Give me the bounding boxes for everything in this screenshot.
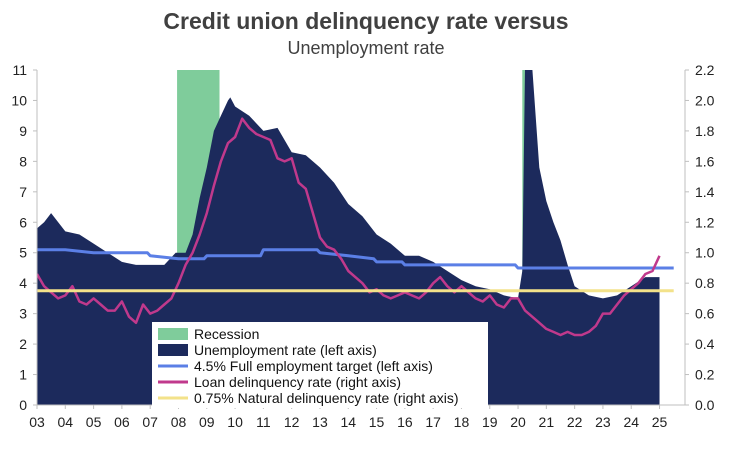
- y-left-tick-label: 11: [12, 62, 27, 78]
- y-right-tick-label: 0.4: [695, 336, 715, 352]
- x-tick-label: 06: [114, 414, 130, 430]
- x-tick-label: 10: [227, 414, 243, 430]
- y-right-tick-label: 1.0: [695, 245, 715, 261]
- series-loan-delinquency-rate-right-axis-line: [37, 117, 661, 337]
- y-left-tick-label: 8: [19, 153, 27, 169]
- x-tick-label: 19: [482, 414, 498, 430]
- y-left-tick-label: 4: [19, 275, 27, 291]
- x-tick-label: 21: [539, 414, 555, 430]
- x-tick-label: 23: [595, 414, 611, 430]
- x-tick-label: 25: [652, 414, 668, 430]
- x-tick-label: 22: [567, 414, 583, 430]
- legend-label-recession: Recession: [194, 326, 259, 342]
- y-left-tick-label: 1: [19, 367, 27, 383]
- y-right-tick-label: 2.2: [695, 62, 715, 78]
- legend-box: [152, 322, 488, 408]
- y-left-tick-label: 0: [19, 397, 27, 413]
- x-tick-label: 12: [284, 414, 300, 430]
- series-unemployment-rate-left-axis-area: [37, 70, 660, 405]
- chart-subtitle: Unemployment rate: [287, 38, 445, 58]
- legend-label-0-75-natural-delinquency-rate-right-axis: 0.75% Natural delinquency rate (right ax…: [194, 390, 459, 406]
- x-tick-label: 14: [340, 414, 356, 430]
- legend-swatch-unemployment-rate-left-axis: [158, 344, 188, 356]
- x-tick-label: 13: [312, 414, 328, 430]
- chart-title: Credit union delinquency rate versus: [163, 8, 569, 34]
- series-4-5-full-employment-target-left-axis-line: [37, 248, 674, 270]
- y-left-tick-label: 3: [19, 306, 27, 322]
- x-tick-label: 09: [199, 414, 215, 430]
- y-right-tick-label: 0.8: [695, 275, 715, 291]
- y-right-tick-label: 0.6: [695, 306, 715, 322]
- x-tick-label: 16: [397, 414, 413, 430]
- x-tick-label: 24: [623, 414, 639, 430]
- x-tick-label: 07: [142, 414, 158, 430]
- y-left-tick-label: 5: [19, 245, 27, 261]
- x-tick-label: 20: [510, 414, 526, 430]
- x-tick-label: 15: [369, 414, 385, 430]
- y-right-tick-label: 1.4: [695, 184, 715, 200]
- y-left-tick-label: 2: [19, 336, 27, 352]
- legend-label-4-5-full-employment-target-left-axis: 4.5% Full employment target (left axis): [194, 358, 433, 374]
- x-tick-label: 08: [171, 414, 187, 430]
- x-tick-label: 18: [454, 414, 470, 430]
- y-right-tick-label: 1.8: [695, 123, 715, 139]
- x-tick-label: 05: [86, 414, 102, 430]
- x-tick-label: 03: [29, 414, 45, 430]
- x-tick-label: 11: [256, 414, 271, 430]
- y-right-tick-label: 1.2: [695, 214, 715, 230]
- y-left-tick-label: 7: [19, 184, 27, 200]
- x-tick-label: 04: [58, 414, 74, 430]
- y-left-tick-label: 10: [11, 92, 27, 108]
- y-right-tick-label: 1.6: [695, 153, 715, 169]
- legend-label-unemployment-rate-left-axis: Unemployment rate (left axis): [194, 342, 377, 358]
- y-left-tick-label: 6: [19, 214, 27, 230]
- y-right-tick-label: 2.0: [695, 92, 715, 108]
- y-right-tick-label: 0.0: [695, 397, 715, 413]
- y-right-tick-label: 0.2: [695, 367, 715, 383]
- legend-swatch-recession: [158, 328, 188, 340]
- x-tick-label: 17: [425, 414, 441, 430]
- legend-label-loan-delinquency-rate-right-axis: Loan delinquency rate (right axis): [194, 374, 401, 390]
- y-left-tick-label: 9: [19, 123, 27, 139]
